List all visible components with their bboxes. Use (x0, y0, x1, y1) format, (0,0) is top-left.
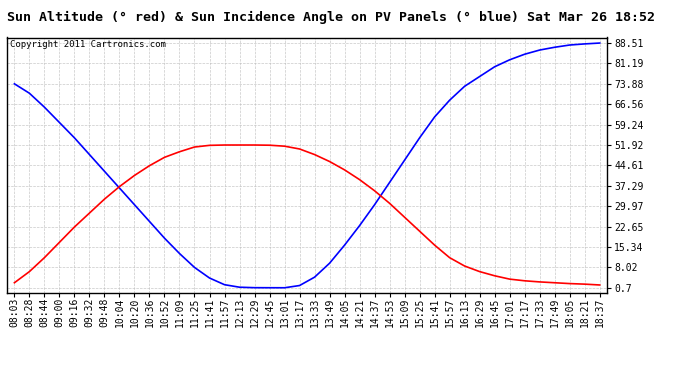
Text: Sun Altitude (° red) & Sun Incidence Angle on PV Panels (° blue) Sat Mar 26 18:5: Sun Altitude (° red) & Sun Incidence Ang… (7, 11, 655, 24)
Text: Copyright 2011 Cartronics.com: Copyright 2011 Cartronics.com (10, 40, 166, 49)
